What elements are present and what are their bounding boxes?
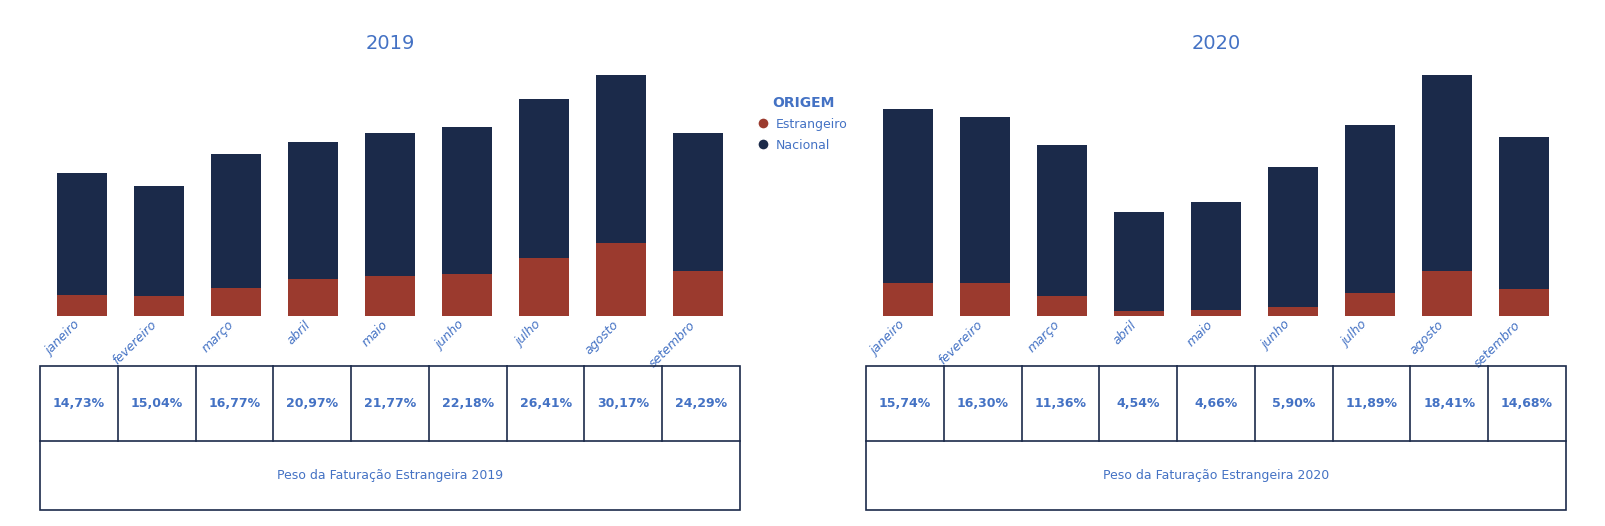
Text: 18,41%: 18,41% bbox=[1422, 397, 1475, 410]
Bar bbox=[1266, 167, 1318, 307]
Bar bbox=[1343, 293, 1393, 316]
Bar bbox=[883, 283, 933, 316]
Bar bbox=[595, 75, 645, 243]
Text: 20,97%: 20,97% bbox=[286, 397, 339, 410]
Bar bbox=[1266, 307, 1318, 316]
Text: Peso da Faturação Estrangeira 2020: Peso da Faturação Estrangeira 2020 bbox=[1103, 469, 1329, 482]
Bar bbox=[58, 295, 108, 316]
Title: 2019: 2019 bbox=[366, 34, 414, 53]
Text: 4,54%: 4,54% bbox=[1115, 397, 1159, 410]
Text: 24,29%: 24,29% bbox=[674, 397, 727, 410]
Bar bbox=[364, 276, 414, 316]
Text: 14,68%: 14,68% bbox=[1501, 397, 1552, 410]
Bar bbox=[287, 279, 339, 316]
Bar bbox=[1114, 213, 1164, 311]
Text: 15,74%: 15,74% bbox=[878, 397, 931, 410]
Bar bbox=[1343, 125, 1393, 293]
Bar bbox=[135, 296, 185, 316]
Bar bbox=[1037, 296, 1087, 316]
Bar bbox=[960, 283, 1010, 316]
Bar bbox=[135, 186, 185, 296]
Bar bbox=[1420, 271, 1470, 316]
Bar bbox=[1191, 310, 1241, 316]
Bar bbox=[672, 271, 722, 316]
Legend: Estrangeiro, Nacional: Estrangeiro, Nacional bbox=[753, 89, 854, 158]
Bar bbox=[518, 99, 568, 258]
Bar bbox=[960, 117, 1010, 283]
Text: 11,36%: 11,36% bbox=[1034, 397, 1085, 410]
Bar bbox=[1114, 311, 1164, 316]
Text: 4,66%: 4,66% bbox=[1194, 397, 1237, 410]
Bar bbox=[1191, 203, 1241, 310]
Bar bbox=[883, 109, 933, 283]
Bar bbox=[441, 274, 491, 316]
Text: 5,90%: 5,90% bbox=[1271, 397, 1314, 410]
Bar bbox=[58, 174, 108, 295]
Bar bbox=[518, 258, 568, 316]
Text: 15,04%: 15,04% bbox=[130, 397, 183, 410]
Text: 30,17%: 30,17% bbox=[597, 397, 648, 410]
Bar bbox=[672, 133, 722, 271]
Bar bbox=[287, 141, 339, 279]
Text: 22,18%: 22,18% bbox=[441, 397, 494, 410]
Bar bbox=[1037, 145, 1087, 296]
Bar bbox=[441, 127, 491, 274]
Text: 26,41%: 26,41% bbox=[520, 397, 571, 410]
Bar bbox=[595, 243, 645, 316]
Text: 11,89%: 11,89% bbox=[1345, 397, 1396, 410]
Bar bbox=[212, 288, 262, 316]
Text: 14,73%: 14,73% bbox=[53, 397, 104, 410]
Bar bbox=[1497, 137, 1547, 289]
Bar bbox=[1497, 289, 1547, 316]
Bar bbox=[364, 133, 414, 276]
Title: 2020: 2020 bbox=[1191, 34, 1239, 53]
Bar bbox=[1420, 75, 1470, 271]
Text: 16,30%: 16,30% bbox=[957, 397, 1008, 410]
Text: 21,77%: 21,77% bbox=[364, 397, 416, 410]
Bar bbox=[212, 154, 262, 288]
Text: 16,77%: 16,77% bbox=[209, 397, 260, 410]
Text: Peso da Faturação Estrangeira 2019: Peso da Faturação Estrangeira 2019 bbox=[276, 469, 502, 482]
